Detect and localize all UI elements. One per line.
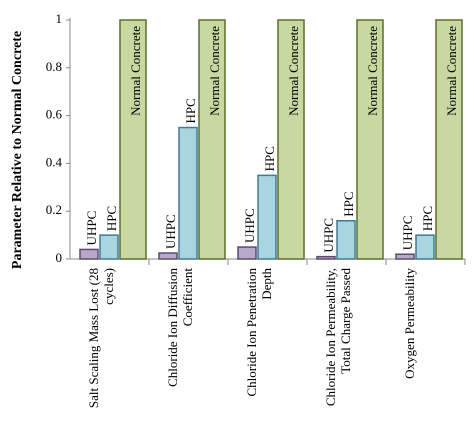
bar <box>257 174 277 260</box>
y-tick-label: 0.2 <box>46 202 62 217</box>
bar <box>79 248 99 260</box>
x-tick-label: Chloride Ion Diffusion Coefficient <box>164 268 195 387</box>
y-axis-label: Parameter Relative to Normal Concrete <box>10 31 25 269</box>
y-tick-label: 1 <box>56 11 63 26</box>
bar-label: Normal Concrete <box>207 26 222 116</box>
bar-label: HPC <box>262 146 277 171</box>
y-tick-label: 0.4 <box>46 154 63 169</box>
bar <box>198 19 226 260</box>
bar <box>99 234 119 260</box>
y-tick-label: 0.8 <box>46 59 62 74</box>
bar <box>178 126 198 260</box>
bar-label: UHPC <box>242 208 257 243</box>
bar-label: UHPC <box>163 214 178 249</box>
bar <box>277 19 305 260</box>
bar-label: Normal Concrete <box>128 26 143 116</box>
bar <box>435 19 463 260</box>
bar <box>158 252 178 260</box>
bar-label: HPC <box>183 98 198 123</box>
bar <box>237 246 257 260</box>
bar <box>336 220 356 260</box>
bar-label: Normal Concrete <box>444 26 459 116</box>
bar <box>356 19 384 260</box>
y-tick-label: 0.6 <box>46 107 63 122</box>
x-tick-label: Salt Scaling Mass Lost (28 cycles) <box>85 268 116 409</box>
bar-label: UHPC <box>321 218 336 253</box>
bar-label: Normal Concrete <box>286 26 301 116</box>
bar-label: HPC <box>420 206 435 231</box>
bar <box>119 19 147 260</box>
bar-label: HPC <box>341 191 356 216</box>
x-tick-label: Chloride Ion Permeability, Total Charge … <box>322 268 353 407</box>
y-tick-label: 0 <box>56 250 63 265</box>
bar <box>415 234 435 260</box>
bar <box>395 253 415 260</box>
bar <box>316 255 336 260</box>
x-tick-label: Oxygen Permeability <box>401 268 417 379</box>
bar-label: Normal Concrete <box>365 26 380 116</box>
bar-label: UHPC <box>84 211 99 246</box>
bar-label: HPC <box>104 206 119 231</box>
bar-label: UHPC <box>400 216 415 251</box>
x-tick-label: Chloride Ion Penetration Depth <box>243 268 274 397</box>
